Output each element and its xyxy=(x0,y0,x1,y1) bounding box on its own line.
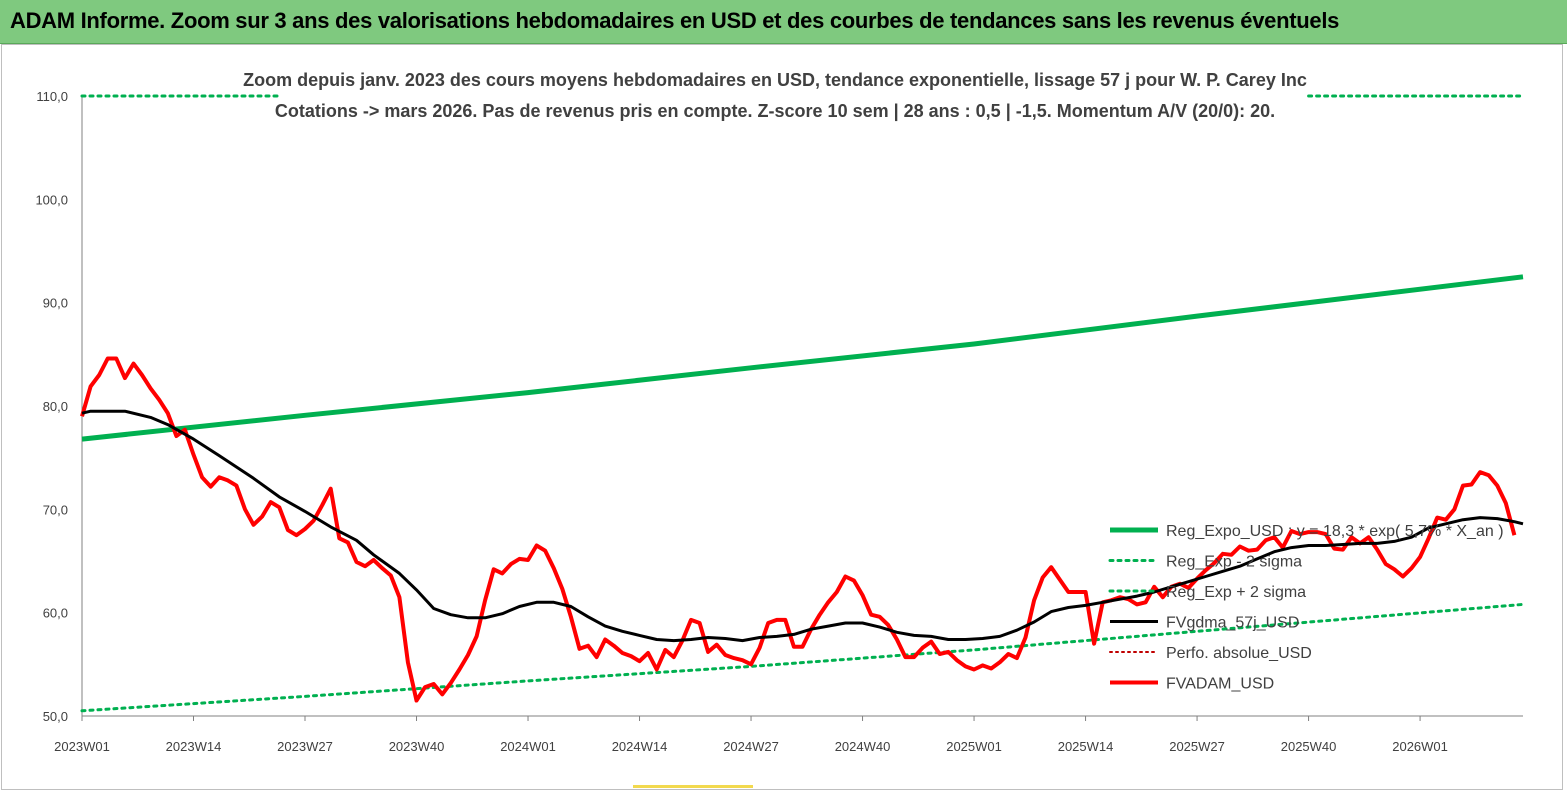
series-line-reg-exp xyxy=(80,602,1525,713)
y-tick-label: 70,0 xyxy=(43,502,68,517)
bottom-accent xyxy=(633,785,753,788)
x-tick-label: 2024W14 xyxy=(612,739,668,754)
x-tick-label: 2025W01 xyxy=(946,739,1002,754)
legend-label: Perfo. absolue_USD xyxy=(1166,645,1312,662)
y-tick-label: 80,0 xyxy=(43,399,68,414)
chart-subtitle-line1: Zoom depuis janv. 2023 des cours moyens … xyxy=(243,70,1307,90)
x-tick-label: 2023W27 xyxy=(277,739,333,754)
x-tick-label: 2026W01 xyxy=(1392,739,1448,754)
x-tick-label: 2024W01 xyxy=(500,739,556,754)
legend-label: Reg_Exp + 2 sigma xyxy=(1166,584,1306,601)
legend-label: Reg_Expo_USD : y = 18,3 * exp( 5,7% * X_… xyxy=(1166,523,1504,540)
legend-label: FVgdma_57j_USD xyxy=(1166,615,1299,632)
series-line-reg-expo-usd xyxy=(81,274,1524,442)
x-tick-label: 2023W01 xyxy=(54,739,110,754)
x-tick-label: 2024W27 xyxy=(723,739,779,754)
x-tick-label: 2025W14 xyxy=(1058,739,1114,754)
y-tick-label: 100,0 xyxy=(35,192,68,207)
series-layer xyxy=(80,94,1525,713)
series-line-fvgdma-57j-usd xyxy=(81,409,1524,643)
legend-label: Reg_Exp - 2 sigma xyxy=(1166,554,1302,571)
legend-label: FVADAM_USD xyxy=(1166,676,1274,693)
chart-subtitle-line2: Cotations -> mars 2026. Pas de revenus p… xyxy=(275,101,1275,121)
x-tick-label: 2025W40 xyxy=(1281,739,1337,754)
axes: 50,0 60,0 70,0 80,0 90,0 100,0 110,0 2023W01 202… xyxy=(35,89,1523,754)
chart-frame: Zoom depuis janv. 2023 des cours moyens … xyxy=(1,44,1563,790)
x-tick-label: 2023W40 xyxy=(389,739,445,754)
y-tick-label: 60,0 xyxy=(43,606,68,621)
header-banner: ADAM Informe. Zoom sur 3 ans des valoris… xyxy=(0,0,1567,44)
x-tick-label: 2024W40 xyxy=(835,739,891,754)
line-chart: Zoom depuis janv. 2023 des cours moyens … xyxy=(35,70,1525,754)
series-line-fvadam-usd xyxy=(80,356,1517,703)
legend: Reg_Expo_USD : y = 18,3 * exp( 5,7% * X_… xyxy=(1108,523,1504,693)
y-tick-label: 110,0 xyxy=(36,89,68,104)
x-tick-label: 2025W27 xyxy=(1169,739,1225,754)
page-title: ADAM Informe. Zoom sur 3 ans des valoris… xyxy=(10,8,1340,33)
y-tick-label: 50,0 xyxy=(43,709,68,724)
y-tick-label: 90,0 xyxy=(43,296,68,311)
x-tick-label: 2023W14 xyxy=(166,739,222,754)
